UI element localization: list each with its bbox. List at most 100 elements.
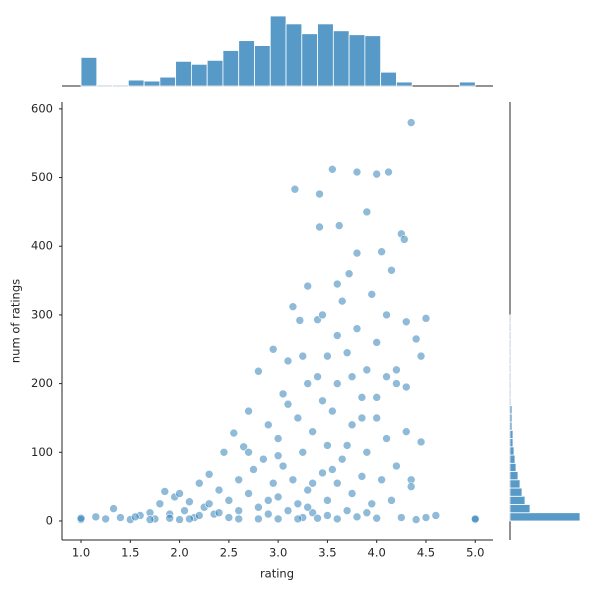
point [76, 513, 86, 523]
marginal-bar [254, 45, 271, 87]
point [323, 496, 332, 505]
point [401, 317, 411, 327]
point [273, 451, 283, 461]
point [204, 469, 214, 479]
point [318, 396, 327, 406]
point [204, 499, 214, 509]
point [293, 514, 303, 524]
point [352, 167, 362, 177]
point [298, 351, 308, 361]
point [406, 118, 416, 127]
marginal-bar [509, 314, 512, 324]
point [387, 265, 396, 275]
y-axis-label: num of ratings [9, 279, 23, 363]
point [130, 512, 140, 522]
marginal-bar [509, 405, 513, 415]
marginal-bar [509, 413, 513, 423]
point [323, 441, 332, 450]
point [263, 420, 273, 430]
point [303, 502, 313, 512]
marginal-bar [285, 23, 303, 87]
point [318, 468, 327, 478]
point [357, 393, 367, 402]
point [263, 496, 273, 505]
point [372, 393, 381, 402]
point [244, 406, 253, 416]
marginal-bar [509, 495, 526, 505]
x-tick-label: 4.0 [368, 546, 386, 560]
point [313, 513, 322, 523]
marginal-bar [509, 396, 512, 406]
point [337, 454, 347, 464]
point [116, 513, 125, 522]
point [303, 485, 313, 495]
point [224, 496, 234, 505]
marginal-bar [509, 454, 516, 464]
marginal-bar [509, 487, 523, 497]
point [328, 465, 337, 474]
point [283, 399, 293, 409]
x-tick-label: 3.5 [318, 546, 336, 560]
point [175, 515, 184, 524]
point [401, 427, 411, 436]
point [155, 499, 165, 509]
marginal-bar [301, 33, 318, 87]
marginal-bar [175, 60, 192, 87]
marginal-bar [509, 471, 519, 481]
point [344, 269, 354, 279]
marginal-bar [191, 63, 208, 87]
marginal-bar [509, 322, 512, 332]
y-tick-label: 200 [31, 376, 53, 390]
point [244, 447, 253, 457]
point [387, 496, 396, 505]
point [224, 513, 234, 522]
point [293, 413, 303, 423]
point [416, 351, 426, 361]
point [347, 372, 357, 382]
marginal-bar [509, 331, 512, 341]
point [160, 487, 170, 496]
point [254, 502, 263, 512]
point [303, 281, 313, 291]
point [401, 382, 411, 392]
point [249, 465, 258, 474]
marginal-bar [96, 84, 113, 87]
point [334, 221, 344, 230]
point [308, 478, 317, 488]
point [332, 478, 342, 488]
point [194, 511, 204, 520]
point [342, 348, 352, 357]
marginal-bar [459, 81, 476, 87]
marginal-bar [509, 339, 512, 349]
point [308, 508, 317, 518]
point [268, 478, 278, 488]
point [244, 489, 253, 498]
point [109, 504, 118, 513]
marginal-bar [509, 512, 581, 522]
point [362, 207, 372, 217]
x-tick-label: 1.5 [121, 546, 139, 560]
point [367, 499, 377, 509]
point [214, 485, 224, 495]
point [332, 514, 342, 524]
point [357, 413, 367, 423]
point [259, 454, 268, 464]
point [234, 514, 244, 524]
point [342, 506, 352, 515]
point [273, 514, 283, 524]
point [357, 472, 367, 481]
point [263, 509, 273, 519]
marginal-bar [509, 504, 531, 514]
point [342, 441, 352, 450]
point [101, 514, 110, 524]
marginal-bar [509, 380, 512, 390]
marginal-bar [509, 388, 512, 398]
point [382, 372, 391, 382]
point [293, 499, 303, 509]
point [347, 420, 357, 430]
point [308, 427, 317, 436]
y-tick-label: 500 [31, 170, 53, 184]
point [377, 475, 386, 485]
marginal-bar [206, 59, 224, 87]
